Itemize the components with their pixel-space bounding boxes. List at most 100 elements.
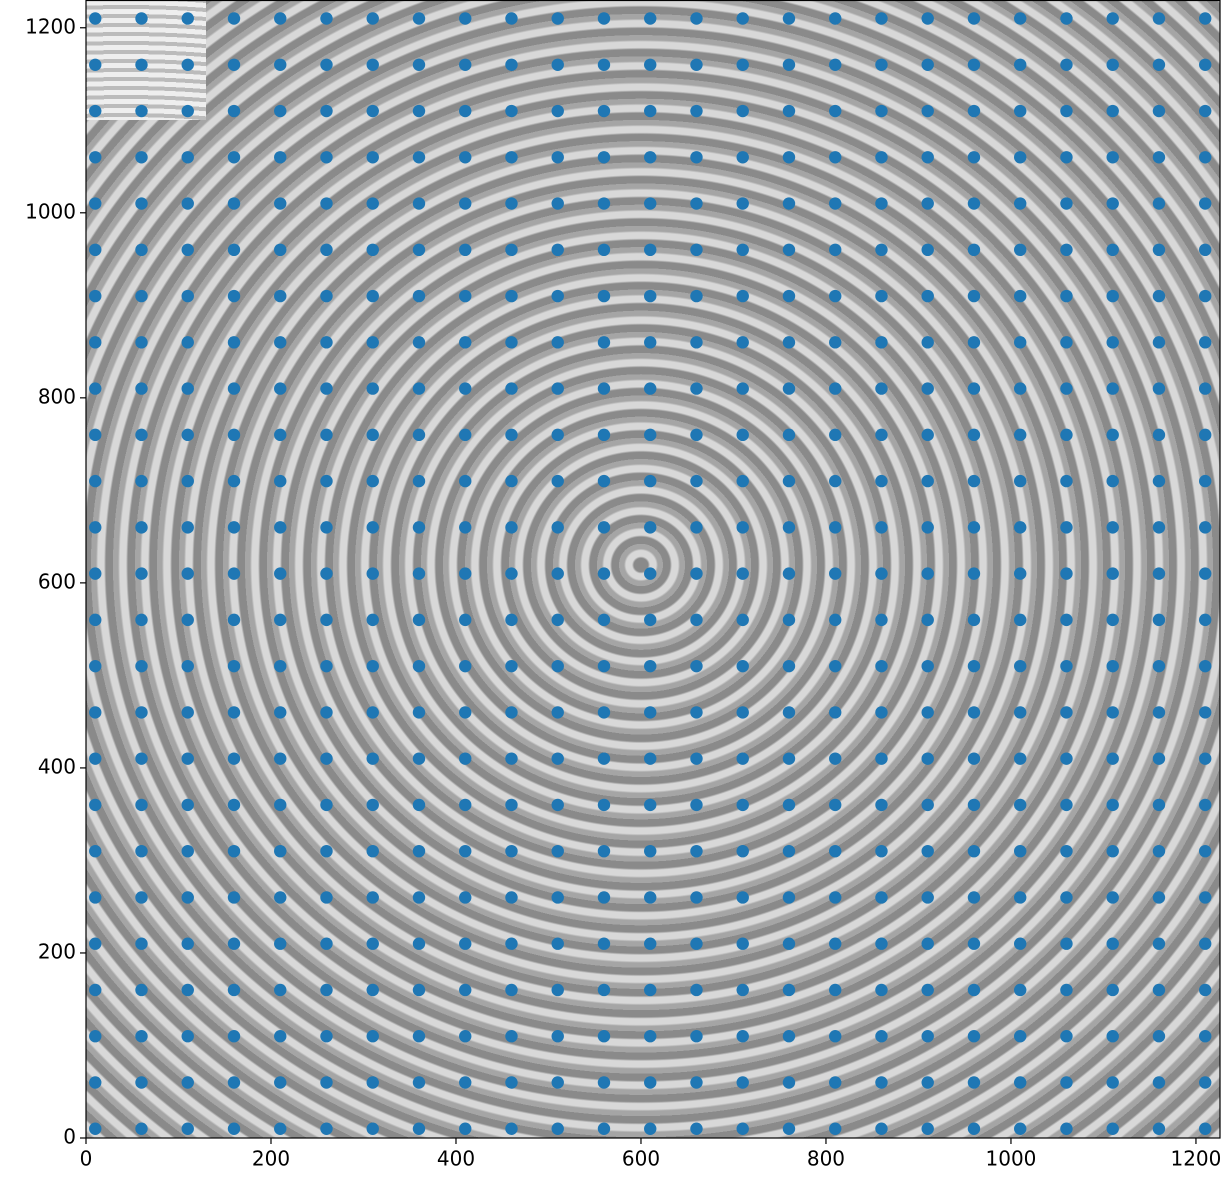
point: [182, 984, 194, 996]
point: [690, 614, 702, 626]
point: [1107, 891, 1119, 903]
point: [783, 1030, 795, 1042]
point: [367, 1030, 379, 1042]
point: [783, 614, 795, 626]
point: [367, 845, 379, 857]
point: [690, 1076, 702, 1088]
point: [1199, 1076, 1211, 1088]
point: [552, 105, 564, 117]
point: [644, 614, 656, 626]
point: [598, 382, 610, 394]
point: [737, 799, 749, 811]
point: [598, 1123, 610, 1135]
point: [552, 151, 564, 163]
point: [274, 59, 286, 71]
point: [1153, 891, 1165, 903]
point: [89, 938, 101, 950]
point: [737, 59, 749, 71]
point: [968, 1030, 980, 1042]
point: [968, 105, 980, 117]
point: [459, 845, 471, 857]
point: [737, 1123, 749, 1135]
point: [182, 1030, 194, 1042]
point: [274, 891, 286, 903]
point: [922, 382, 934, 394]
point: [1014, 151, 1026, 163]
point: [182, 105, 194, 117]
y-tick-label: 1200: [25, 14, 76, 38]
point: [274, 197, 286, 209]
point: [135, 938, 147, 950]
y-tick-label: 600: [38, 569, 76, 593]
point: [1107, 475, 1119, 487]
point: [737, 197, 749, 209]
point: [829, 336, 841, 348]
point: [968, 244, 980, 256]
point: [644, 567, 656, 579]
x-tick-label: 1200: [1170, 1147, 1221, 1171]
point: [1107, 290, 1119, 302]
point: [829, 799, 841, 811]
point: [228, 382, 240, 394]
y-tick-label: 800: [38, 384, 76, 408]
point: [413, 521, 425, 533]
point: [274, 799, 286, 811]
point: [598, 614, 610, 626]
point: [783, 429, 795, 441]
point: [182, 59, 194, 71]
point: [1153, 1030, 1165, 1042]
point: [320, 244, 332, 256]
point: [135, 984, 147, 996]
point: [644, 59, 656, 71]
point: [413, 1030, 425, 1042]
point: [505, 105, 517, 117]
point: [922, 244, 934, 256]
point: [644, 521, 656, 533]
point: [644, 336, 656, 348]
point: [274, 752, 286, 764]
point: [459, 382, 471, 394]
point: [737, 1030, 749, 1042]
point: [1199, 1030, 1211, 1042]
point: [552, 382, 564, 394]
point: [552, 891, 564, 903]
point: [135, 752, 147, 764]
point: [644, 799, 656, 811]
point: [552, 984, 564, 996]
point: [1153, 244, 1165, 256]
point: [783, 845, 795, 857]
point: [367, 614, 379, 626]
point: [367, 197, 379, 209]
point: [1060, 706, 1072, 718]
point: [135, 1030, 147, 1042]
point: [89, 1123, 101, 1135]
point: [320, 290, 332, 302]
point: [1060, 752, 1072, 764]
point: [1060, 845, 1072, 857]
x-tick-label: 600: [622, 1147, 660, 1171]
point: [875, 799, 887, 811]
point: [875, 105, 887, 117]
point: [135, 429, 147, 441]
point: [228, 1076, 240, 1088]
point: [182, 891, 194, 903]
point: [89, 984, 101, 996]
point: [1153, 12, 1165, 24]
point: [829, 475, 841, 487]
point: [1153, 105, 1165, 117]
point: [644, 752, 656, 764]
point: [320, 1030, 332, 1042]
point: [829, 845, 841, 857]
point: [274, 336, 286, 348]
point: [737, 521, 749, 533]
x-tick-label: 200: [252, 1147, 290, 1171]
point: [1107, 752, 1119, 764]
point: [505, 290, 517, 302]
point: [505, 706, 517, 718]
point: [598, 105, 610, 117]
point: [459, 891, 471, 903]
point: [367, 567, 379, 579]
point: [598, 1076, 610, 1088]
point: [1060, 1076, 1072, 1088]
point: [737, 660, 749, 672]
